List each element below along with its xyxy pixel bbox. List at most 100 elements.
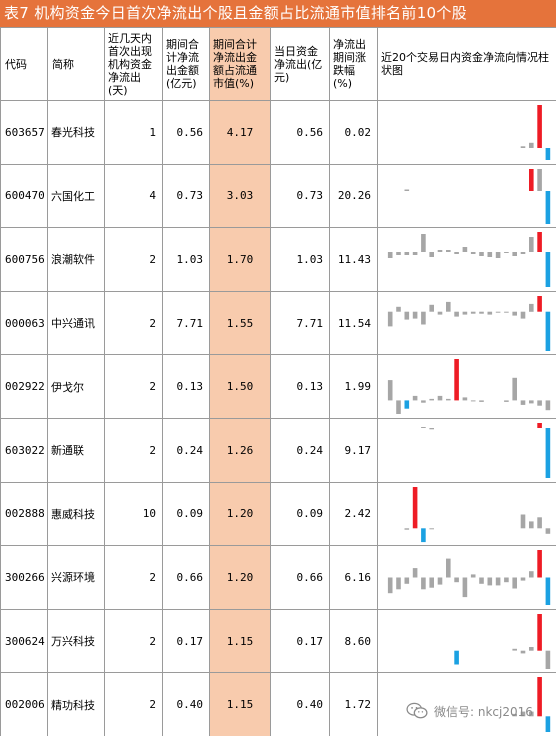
cell-bar-chart bbox=[377, 354, 556, 419]
chart-bar bbox=[429, 577, 434, 588]
cell-period-net: 7.71 bbox=[162, 290, 210, 356]
cell-period-pct: 1.20 bbox=[209, 481, 271, 547]
chart-bar bbox=[412, 311, 418, 319]
chart-bar bbox=[495, 577, 501, 586]
cell-period-change: 20.26 bbox=[329, 163, 378, 229]
chart-bar bbox=[421, 426, 426, 428]
table-title: 表7 机构资金今日首次净流出个股且金额占比流通市值排名前10个股 bbox=[0, 0, 556, 27]
cell-today-net: 0.24 bbox=[270, 417, 330, 483]
chart-bar bbox=[537, 516, 542, 528]
chart-bar bbox=[512, 378, 517, 401]
cell-bar-chart bbox=[377, 608, 556, 674]
chart-bar bbox=[387, 252, 393, 259]
cell-period-pct: 1.15 bbox=[209, 608, 271, 674]
chart-bar bbox=[396, 252, 401, 256]
cell-period-change: 2.42 bbox=[329, 481, 378, 547]
chart-bar bbox=[454, 577, 459, 583]
chart-bar bbox=[545, 190, 551, 224]
chart-bar bbox=[412, 396, 418, 401]
cell-days: 10 bbox=[104, 481, 163, 547]
chart-bar bbox=[504, 400, 509, 403]
cell-name: 兴源环境 bbox=[47, 545, 105, 610]
chart-bar bbox=[529, 571, 534, 578]
header-name: 简称 bbox=[47, 27, 105, 101]
header-period-net: 期间合计净流出金额(亿元) bbox=[162, 27, 210, 101]
chart-bar bbox=[404, 252, 410, 256]
chart-bar bbox=[529, 237, 534, 253]
cell-name: 中兴通讯 bbox=[47, 290, 105, 356]
chart-bar bbox=[404, 577, 410, 584]
cell-days: 2 bbox=[104, 608, 163, 674]
header-today-net: 当日资金净流出(亿元) bbox=[270, 27, 330, 101]
cell-days: 1 bbox=[104, 100, 163, 165]
chart-bar bbox=[545, 311, 551, 351]
cell-today-net: 7.71 bbox=[270, 290, 330, 356]
cell-period-net: 0.09 bbox=[162, 481, 210, 547]
cell-code: 603022 bbox=[0, 417, 48, 483]
chart-bar bbox=[504, 252, 509, 254]
mini-bar-chart bbox=[454, 613, 551, 669]
cell-today-net: 0.66 bbox=[270, 545, 330, 610]
cell-period-pct: 3.03 bbox=[209, 163, 271, 229]
chart-bar bbox=[537, 295, 542, 312]
cell-bar-chart bbox=[377, 672, 556, 736]
cell-today-net: 0.40 bbox=[270, 672, 330, 736]
mini-bar-chart bbox=[387, 359, 551, 415]
chart-bar bbox=[512, 648, 517, 651]
chart-bar bbox=[462, 247, 468, 253]
chart-bar bbox=[454, 311, 459, 317]
cell-days: 2 bbox=[104, 354, 163, 419]
chart-bar bbox=[437, 577, 443, 585]
cell-code: 300624 bbox=[0, 608, 48, 674]
chart-bar bbox=[520, 577, 526, 581]
cell-name: 新通联 bbox=[47, 417, 105, 483]
cell-period-net: 0.66 bbox=[162, 545, 210, 610]
chart-bar bbox=[421, 311, 426, 325]
cell-today-net: 0.13 bbox=[270, 354, 330, 419]
mini-bar-chart bbox=[421, 422, 551, 478]
header-days: 近几天内首次出现机构资金净流出(天) bbox=[104, 27, 163, 101]
chart-bar bbox=[462, 311, 468, 315]
cell-period-net: 0.40 bbox=[162, 672, 210, 736]
chart-bar bbox=[537, 613, 542, 651]
chart-bar bbox=[504, 311, 509, 313]
chart-bar bbox=[487, 252, 493, 258]
cell-days: 2 bbox=[104, 290, 163, 356]
cell-period-change: 9.17 bbox=[329, 417, 378, 483]
chart-bar bbox=[545, 148, 551, 160]
chart-bar bbox=[545, 252, 551, 288]
cell-today-net: 0.09 bbox=[270, 481, 330, 547]
chart-bar bbox=[479, 311, 484, 314]
cell-code: 600756 bbox=[0, 227, 48, 292]
table-row: 300624 万兴科技 2 0.17 1.15 0.17 8.60 bbox=[0, 608, 556, 674]
cell-bar-chart bbox=[377, 227, 556, 292]
cell-days: 2 bbox=[104, 672, 163, 736]
chart-bar bbox=[537, 232, 542, 253]
chart-bar bbox=[462, 577, 468, 598]
cell-code: 600470 bbox=[0, 163, 48, 229]
chart-bar bbox=[479, 400, 484, 403]
chart-bar bbox=[429, 527, 434, 529]
chart-bar bbox=[495, 311, 501, 313]
chart-bar bbox=[421, 527, 426, 542]
cell-bar-chart bbox=[377, 100, 556, 165]
table-row: 600470 六国化工 4 0.73 3.03 0.73 20.26 bbox=[0, 163, 556, 229]
chart-bar bbox=[429, 252, 434, 258]
chart-bar bbox=[545, 716, 551, 733]
cell-code: 000063 bbox=[0, 290, 48, 356]
cell-days: 2 bbox=[104, 417, 163, 483]
chart-bar bbox=[537, 677, 542, 717]
chart-bar bbox=[529, 520, 534, 528]
cell-period-pct: 1.70 bbox=[209, 227, 271, 292]
cell-period-change: 1.72 bbox=[329, 672, 378, 736]
cell-name: 精功科技 bbox=[47, 672, 105, 736]
cell-period-change: 11.43 bbox=[329, 227, 378, 292]
cell-period-net: 0.24 bbox=[162, 417, 210, 483]
chart-bar bbox=[429, 399, 434, 401]
cell-today-net: 1.03 bbox=[270, 227, 330, 292]
wechat-icon bbox=[406, 702, 428, 719]
cell-period-change: 8.60 bbox=[329, 608, 378, 674]
chart-bar bbox=[529, 646, 534, 651]
chart-bar bbox=[437, 250, 443, 253]
chart-bar bbox=[537, 422, 542, 428]
